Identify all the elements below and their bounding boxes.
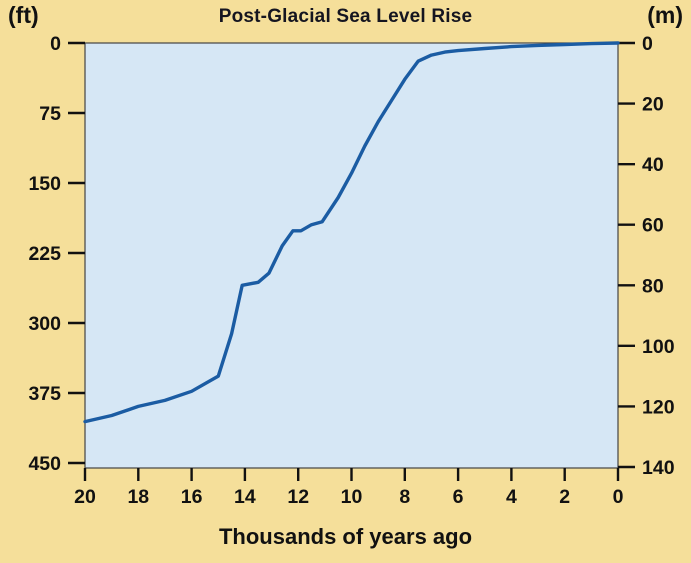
x-axis-tick-label: 4 <box>506 486 517 508</box>
y-axis-tick-label-m: 20 <box>642 94 664 116</box>
x-axis-tick-label: 0 <box>613 486 624 508</box>
chart-title: Post-Glacial Sea Level Rise <box>218 6 473 27</box>
x-axis-tick-label: 12 <box>287 486 309 508</box>
right-axis-unit-label: (m) <box>647 2 683 28</box>
y-axis-tick-label-ft: 300 <box>28 313 61 335</box>
x-axis-tick-label: 14 <box>234 486 256 508</box>
y-axis-tick-label-ft: 0 <box>50 33 61 55</box>
x-axis-tick-label: 2 <box>559 486 570 508</box>
y-axis-tick-label-m: 140 <box>642 457 675 479</box>
sea-level-line <box>83 41 620 424</box>
left-axis-unit-label: (ft) <box>8 2 39 28</box>
x-axis-title: Thousands of years ago <box>218 524 473 549</box>
y-axis-tick-label-ft: 75 <box>39 103 61 125</box>
y-axis-tick-label-ft: 150 <box>28 173 61 195</box>
y-axis-tick-label-m: 120 <box>642 396 675 418</box>
y-axis-tick-label-ft: 375 <box>28 383 61 405</box>
x-axis-tick-label: 6 <box>453 486 464 508</box>
y-axis-tick-label-m: 60 <box>642 215 664 237</box>
y-axis-tick-label-m: 40 <box>642 154 664 176</box>
x-axis-tick-label: 10 <box>341 486 363 508</box>
x-axis-tick-label: 8 <box>399 486 410 508</box>
y-axis-tick-label-ft: 450 <box>28 453 61 475</box>
y-axis-tick-label-ft: 225 <box>28 243 61 265</box>
plot-background <box>84 42 619 469</box>
x-axis-tick-label: 18 <box>127 486 149 508</box>
y-axis-tick-label-m: 100 <box>642 336 675 358</box>
y-axis-tick-label-m: 0 <box>642 33 653 55</box>
y-axis-tick-label-m: 80 <box>642 275 664 297</box>
x-axis-tick-label: 20 <box>74 486 96 508</box>
x-axis-tick-label: 16 <box>181 486 203 508</box>
